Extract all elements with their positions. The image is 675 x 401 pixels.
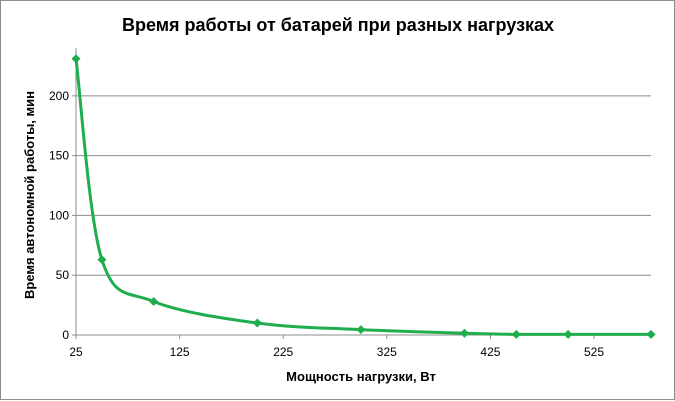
y-axis-title: Время автономной работы, мин [22, 91, 37, 299]
y-tick-label: 50 [56, 268, 70, 282]
y-tick-label: 0 [62, 328, 69, 342]
y-tick-label: 150 [49, 149, 69, 163]
x-tick-label: 425 [480, 345, 500, 359]
grid-lines [76, 95, 651, 276]
chart-title: Время работы от батарей при разных нагру… [122, 15, 554, 35]
x-axis-title: Мощность нагрузки, Вт [286, 369, 436, 384]
x-tick-label: 525 [584, 345, 604, 359]
data-point-marker [71, 54, 81, 64]
series-line [74, 58, 651, 336]
y-tick-label: 100 [49, 208, 69, 222]
x-tick-label: 225 [273, 345, 293, 359]
axes [72, 48, 651, 339]
x-tick-label: 25 [69, 345, 83, 359]
data-point-marker [460, 328, 470, 338]
tick-labels: 0 50 100 150 200 25 125 225 325 425 525 [49, 89, 604, 359]
data-point-marker [511, 329, 521, 339]
data-point-marker [563, 329, 573, 339]
y-tick-label: 200 [49, 89, 69, 103]
data-point-marker [97, 255, 107, 265]
x-tick-label: 125 [170, 345, 190, 359]
data-point-marker [356, 325, 366, 335]
data-point-marker [646, 329, 656, 339]
data-point-marker [149, 297, 159, 307]
data-point-marker [252, 318, 262, 328]
x-tick-label: 325 [377, 345, 397, 359]
series-layer [71, 54, 656, 339]
